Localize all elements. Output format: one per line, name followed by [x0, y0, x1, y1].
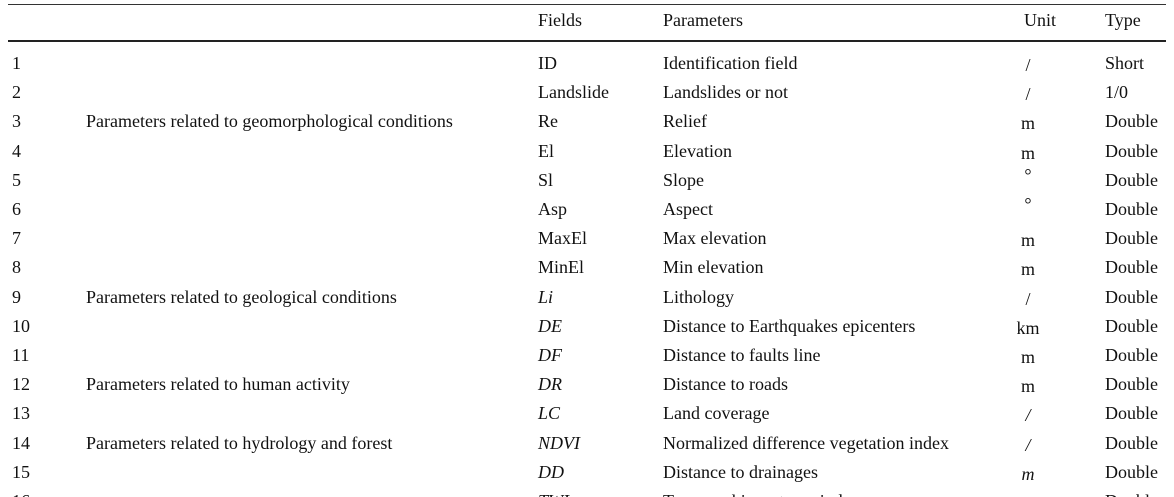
- row-unit: /: [1025, 492, 1030, 497]
- row-unit: m: [1020, 230, 1036, 251]
- row-parameter: Land coverage: [663, 403, 770, 424]
- header-cell: Parameters: [663, 10, 743, 30]
- row-number: 4: [12, 140, 21, 161]
- row-type: Double: [1105, 315, 1158, 336]
- row-parameter: Identification field: [663, 53, 798, 73]
- row-type: Double: [1105, 286, 1158, 307]
- row-unit: °: [1024, 194, 1032, 214]
- row-field: DE: [538, 315, 562, 336]
- row-group: Parameters related to human activity: [86, 374, 350, 395]
- row-type: Double: [1105, 169, 1158, 190]
- row-field: NDVI: [538, 432, 580, 453]
- row-field: TWI: [538, 490, 569, 497]
- row-field: MinEl: [538, 257, 585, 278]
- row-type: Double: [1105, 490, 1158, 497]
- row-parameter: Distance to roads: [663, 374, 788, 395]
- row-unit: km: [1016, 317, 1040, 338]
- row-unit: m: [1020, 376, 1036, 397]
- row-field: Landslide: [538, 82, 609, 103]
- header-cell: Unit: [1024, 10, 1057, 30]
- row-type: Short: [1105, 53, 1145, 73]
- row-field: DF: [538, 345, 562, 365]
- row-number: 13: [12, 403, 30, 424]
- row-number: 10: [12, 315, 30, 336]
- row-field: DD: [538, 461, 564, 482]
- row-number: 15: [12, 461, 30, 482]
- row-number: 9: [12, 286, 21, 307]
- header-cell: Type: [1105, 10, 1141, 30]
- row-field: LC: [538, 403, 561, 424]
- row-field: Re: [538, 111, 558, 132]
- row-parameter: Distance to Earthquakes epicenters: [663, 315, 916, 336]
- row-parameter: Aspect: [663, 199, 713, 219]
- row-number: 6: [12, 199, 21, 219]
- row-type: Double: [1105, 403, 1158, 424]
- row-field: Sl: [538, 169, 554, 190]
- row-parameter: Slope: [663, 169, 705, 190]
- row-number: 3: [12, 111, 21, 132]
- row-parameter: Landslides or not: [663, 82, 788, 103]
- row-unit: /: [1025, 405, 1031, 426]
- top-rule: [8, 4, 1166, 5]
- row-type: Double: [1105, 345, 1158, 365]
- row-parameter: Distance to faults line: [663, 345, 821, 365]
- row-number: 14: [12, 432, 30, 453]
- row-parameter: Normalized difference vegetation index: [663, 432, 950, 453]
- row-unit: °: [1024, 164, 1032, 185]
- row-unit: /: [1025, 434, 1031, 455]
- row-field: ID: [538, 53, 557, 73]
- row-unit: /: [1025, 84, 1031, 105]
- row-parameter: Distance to drainages: [663, 461, 818, 482]
- row-type: Double: [1105, 140, 1158, 161]
- row-field: MaxEl: [538, 228, 587, 249]
- row-parameter: Max elevation: [663, 228, 767, 249]
- row-parameter: Relief: [663, 111, 707, 132]
- row-unit: /: [1025, 288, 1031, 309]
- row-parameter: Min elevation: [663, 257, 764, 278]
- row-number: 11: [12, 345, 30, 365]
- row-number: 7: [12, 228, 21, 249]
- row-field: El: [538, 140, 554, 161]
- row-type: Double: [1105, 257, 1158, 278]
- row-type: Double: [1105, 461, 1158, 482]
- row-unit: m: [1020, 113, 1036, 134]
- row-number: 12: [12, 374, 30, 395]
- header-cell: Fields: [538, 10, 583, 30]
- row-group: Parameters related to geological conditi…: [86, 286, 397, 307]
- row-unit: m: [1020, 142, 1036, 163]
- row-field: Li: [538, 286, 554, 307]
- row-group: Parameters related to hydrology and fore…: [86, 432, 393, 453]
- row-group: Parameters related to geomorphological c…: [86, 111, 453, 132]
- row-parameter: Elevation: [663, 140, 732, 161]
- row-field: Asp: [538, 199, 568, 219]
- row-number: 16: [12, 490, 30, 497]
- row-number: 1: [12, 53, 21, 73]
- row-unit: m: [1021, 463, 1035, 484]
- row-unit: m: [1020, 259, 1036, 280]
- row-type: Double: [1105, 228, 1158, 249]
- row-type: Double: [1105, 432, 1158, 453]
- row-number: 5: [12, 169, 21, 190]
- row-type: Double: [1105, 199, 1158, 219]
- row-unit: m: [1020, 347, 1036, 367]
- row-type: 1/0: [1105, 82, 1129, 103]
- row-field: DR: [538, 374, 562, 395]
- row-parameter: Lithology: [663, 286, 734, 307]
- row-number: 8: [12, 257, 21, 278]
- row-type: Double: [1105, 111, 1158, 132]
- row-number: 2: [12, 82, 21, 103]
- row-parameter: Topographic wetness index: [663, 490, 860, 497]
- header-rule: [8, 40, 1166, 42]
- row-type: Double: [1105, 374, 1158, 395]
- row-unit: /: [1025, 55, 1031, 75]
